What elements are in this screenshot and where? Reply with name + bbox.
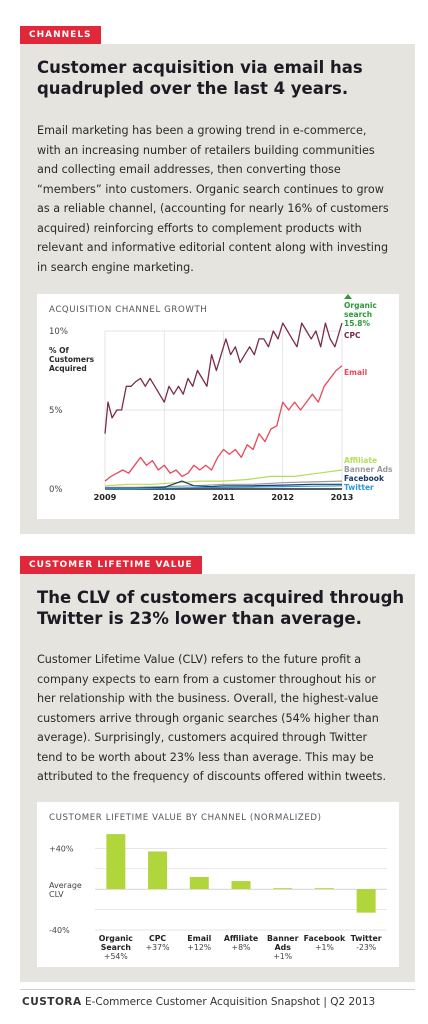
organic-label-line3: 15.8% <box>344 319 371 328</box>
organic-label-line1: Organic <box>344 301 377 310</box>
x-tick-label: 2011 <box>212 492 235 502</box>
clv-body: Customer Lifetime Value (CLV) refers to … <box>37 653 387 783</box>
series-label-email: Email <box>344 368 367 377</box>
series-line-facebook <box>105 480 342 489</box>
channels-panel: Customer acquisition via email has quadr… <box>20 44 415 534</box>
bar <box>231 881 251 890</box>
clv-chart-card: CUSTOMER LIFETIME VALUE BY CHANNEL (NORM… <box>37 802 399 967</box>
series-label-affiliate: Affiliate <box>344 456 377 465</box>
footer-text: E-Commerce Customer Acquisition Snapshot… <box>84 996 376 1008</box>
series-label-cpc: CPC <box>344 331 361 340</box>
section-tag-channels: CHANNELS <box>20 26 101 44</box>
clv-panel: The CLV of customers acquired through Tw… <box>20 574 415 982</box>
bar <box>314 888 334 890</box>
value-label: +1% <box>315 943 334 952</box>
series-line-twitter <box>105 485 343 490</box>
category-label: CPC <box>149 934 166 943</box>
category-label: Affiliate <box>224 934 258 943</box>
y-axis-label-line3: Acquired <box>49 364 87 373</box>
series-line-email <box>104 365 343 482</box>
series-label-twitter: Twitter <box>344 483 374 492</box>
value-label: -23% <box>356 943 376 952</box>
value-label: +37% <box>146 943 170 952</box>
acquisition-line-chart: 10% 5% 0% 2009 2010 2011 2012 2013 CPC Email Aff… <box>49 294 393 502</box>
y-tick-label: +40% <box>49 844 74 853</box>
footer-divider <box>20 989 415 990</box>
y-axis-label-line1: % Of <box>49 346 70 355</box>
section-tag-clv: CUSTOMER LIFETIME VALUE <box>20 556 202 574</box>
series-line-cpc <box>104 322 343 434</box>
x-tick-label: 2012 <box>271 492 294 502</box>
x-tick-label: 2013 <box>331 492 354 502</box>
value-label: +54% <box>104 952 128 961</box>
series-label-banner-ads: Banner Ads <box>344 465 393 474</box>
category-label: Organic <box>99 934 134 943</box>
acquisition-chart-card: ACQUISITION CHANNEL GROWTH 10% 5% 0% 2009 2… <box>37 294 399 519</box>
channels-body: Email marketing has been a growing trend… <box>37 124 389 274</box>
organic-label-line2: search <box>344 310 372 319</box>
bar <box>148 851 168 890</box>
value-label: +1% <box>273 952 292 961</box>
bar <box>189 876 209 890</box>
channels-headline: Customer acquisition via email has quadr… <box>37 58 363 98</box>
x-tick-label: 2009 <box>94 492 117 502</box>
series-line-affiliate <box>104 469 343 487</box>
category-label: Twitter <box>351 934 382 943</box>
footer: CUSTORA E-Commerce Customer Acquisition … <box>22 996 375 1008</box>
category-label: Facebook <box>304 934 346 943</box>
value-label: +8% <box>232 943 251 952</box>
category-label: Banner <box>267 934 299 943</box>
acquisition-chart-title: ACQUISITION CHANNEL GROWTH <box>49 305 208 315</box>
y-tick-label: CLV <box>49 890 64 899</box>
category-label: Ads <box>275 943 292 952</box>
bar <box>356 889 376 913</box>
organic-search-arrow-icon <box>344 294 352 299</box>
y-tick-label: 5% <box>49 406 63 416</box>
bar <box>273 888 293 890</box>
x-tick-label: 2010 <box>153 492 176 502</box>
y-tick-label: 10% <box>49 327 68 337</box>
bar <box>106 834 126 890</box>
series-label-facebook: Facebook <box>344 474 385 483</box>
clv-chart-title: CUSTOMER LIFETIME VALUE BY CHANNEL (NORM… <box>49 813 322 823</box>
y-tick-label: 0% <box>49 485 63 495</box>
y-tick-label: -40% <box>49 926 70 935</box>
footer-brand: CUSTORA <box>22 996 82 1008</box>
value-label: +12% <box>187 943 211 952</box>
y-axis-label-line2: Customers <box>49 355 95 364</box>
y-tick-label: Average <box>49 881 82 890</box>
clv-headline: The CLV of customers acquired through Tw… <box>37 588 405 628</box>
series-line-banner-ads <box>105 480 343 488</box>
category-label: Email <box>187 934 211 943</box>
category-label: Search <box>101 943 131 952</box>
